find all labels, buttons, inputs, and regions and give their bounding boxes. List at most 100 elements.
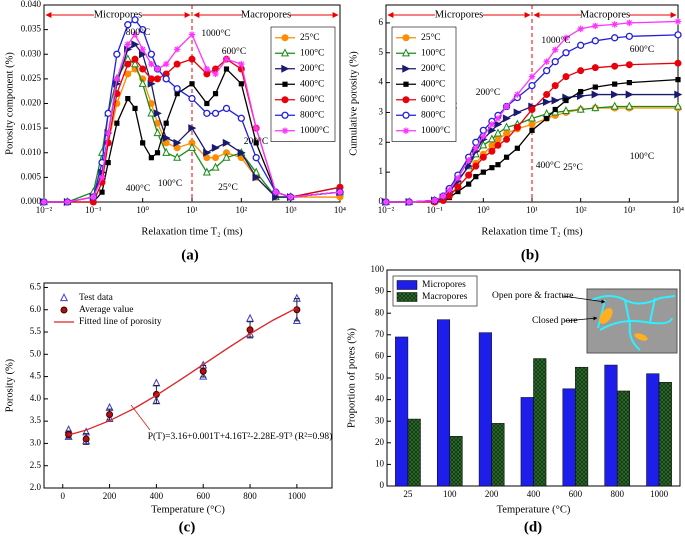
bar: [491, 423, 505, 487]
legend-marker: [59, 293, 69, 302]
marker: [625, 61, 633, 69]
marker: [211, 109, 220, 117]
bar: [395, 336, 409, 487]
marker: [174, 91, 180, 97]
marker: [543, 58, 550, 65]
x-tick-label: 10²: [235, 205, 247, 215]
marker: [466, 181, 472, 187]
marker: [138, 78, 147, 87]
legend-marker: [402, 96, 410, 104]
x-tick-label: 600: [569, 489, 583, 499]
x-tick-label: 100: [443, 489, 457, 499]
legend-marker: [281, 96, 289, 104]
marker: [188, 31, 196, 38]
marker: [189, 81, 195, 87]
marker: [148, 155, 154, 161]
y-tick-label: 5.0: [30, 348, 42, 358]
x-tick-label: 10³: [285, 205, 297, 215]
x-tick-label: 0: [60, 491, 65, 501]
y-tick-label: 3: [379, 107, 384, 117]
y-tick-label: 80: [375, 307, 385, 317]
marker: [576, 104, 585, 113]
marker: [527, 113, 537, 122]
legend-label: Test data: [79, 293, 114, 303]
marker: [238, 81, 244, 87]
x-tick-label: 10⁴: [334, 205, 346, 215]
marker: [222, 138, 231, 147]
marker: [138, 50, 147, 59]
x-tick-label: 600: [196, 491, 210, 501]
bar: [604, 364, 618, 487]
marker: [529, 127, 535, 133]
y-tick-label: 3.5: [30, 415, 42, 425]
marker: [212, 70, 219, 78]
legend-label: 600°C: [421, 94, 445, 105]
marker: [465, 157, 472, 164]
marker: [495, 162, 501, 168]
region-label: Micropores: [435, 9, 483, 20]
marker: [562, 34, 570, 42]
marker: [204, 100, 210, 107]
marker: [592, 84, 598, 90]
marker: [222, 152, 231, 161]
marker: [203, 65, 211, 73]
marker: [104, 129, 112, 137]
marker: [455, 188, 461, 195]
marker: [674, 31, 682, 39]
y-axis-label: Porosity component (%): [4, 52, 15, 155]
marker: [147, 108, 156, 117]
marker: [673, 101, 683, 110]
annotation: 1000°C: [201, 28, 230, 39]
inset-label: Open pore & fracture: [492, 290, 574, 301]
y-tick-label: 4.5: [30, 371, 42, 381]
legend-marker: [281, 34, 289, 42]
caption: (c): [179, 519, 196, 535]
y-tick-label: 5: [379, 47, 384, 57]
marker: [125, 95, 131, 102]
x-tick-label: 10⁻²: [378, 205, 395, 215]
marker: [454, 183, 462, 191]
marker: [674, 18, 682, 25]
bar: [478, 332, 492, 487]
marker: [592, 22, 599, 30]
marker: [472, 162, 480, 170]
series-line: [386, 20, 679, 203]
marker: [610, 101, 619, 110]
marker: [611, 21, 618, 28]
marker: [113, 75, 121, 83]
x-tick-label: 25: [403, 489, 413, 499]
y-axis-label: Porosity (%): [4, 358, 15, 412]
marker: [154, 150, 161, 156]
series-line: [44, 18, 341, 203]
legend-label: 25°C: [300, 32, 320, 43]
x-tick-label: 10¹: [526, 205, 538, 215]
legend-label: 1000°C: [300, 125, 329, 136]
marker: [106, 410, 114, 418]
marker: [212, 91, 219, 97]
marker: [563, 97, 569, 104]
marker: [551, 96, 560, 105]
marker: [488, 141, 496, 149]
bar: [533, 358, 547, 487]
y-tick-label: 6: [379, 17, 384, 27]
y-tick-label: 0.035: [21, 24, 42, 34]
series-line: [386, 62, 679, 203]
marker: [139, 46, 146, 53]
marker: [238, 60, 245, 68]
annotation: 200°C: [476, 87, 500, 98]
marker: [445, 192, 453, 200]
marker: [494, 141, 502, 149]
marker: [454, 174, 462, 182]
marker: [612, 81, 618, 87]
x-tick-label: 800: [243, 491, 257, 501]
marker: [212, 154, 220, 162]
marker: [153, 128, 162, 137]
legend-label: 25°C: [421, 32, 441, 43]
marker: [577, 41, 585, 49]
marker: [131, 40, 140, 49]
legend-label: Fitted line of porosity: [79, 316, 162, 327]
legend-label: 400°C: [300, 78, 324, 89]
x-tick-label: 400: [150, 491, 164, 501]
legend-marker: [402, 111, 410, 119]
annotation: 600°C: [630, 44, 654, 55]
